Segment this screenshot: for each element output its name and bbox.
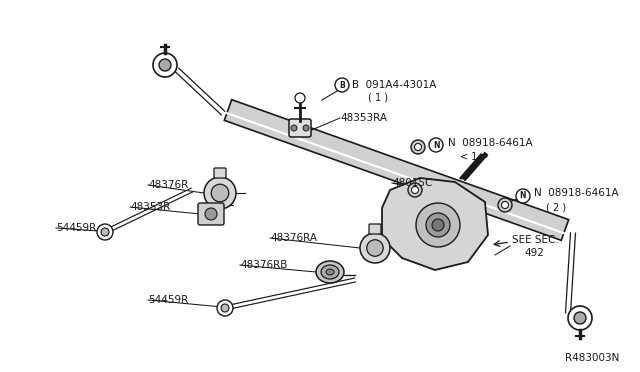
Circle shape [367, 240, 383, 256]
Circle shape [411, 140, 425, 154]
Circle shape [159, 59, 171, 71]
Ellipse shape [316, 261, 344, 283]
Circle shape [204, 177, 236, 209]
Circle shape [429, 138, 443, 152]
Text: 48353RA: 48353RA [340, 113, 387, 123]
Text: 54459R: 54459R [56, 223, 96, 233]
Circle shape [221, 304, 229, 312]
Text: ( 2 ): ( 2 ) [546, 202, 566, 212]
Text: R483003N: R483003N [565, 353, 620, 363]
Circle shape [211, 184, 229, 202]
Circle shape [153, 53, 177, 77]
Circle shape [295, 93, 305, 103]
Text: 48376RA: 48376RA [270, 233, 317, 243]
Text: SEE SEC.: SEE SEC. [512, 235, 559, 245]
Circle shape [408, 183, 422, 197]
Circle shape [502, 202, 509, 208]
Text: N  08918-6461A: N 08918-6461A [448, 138, 532, 148]
Circle shape [432, 219, 444, 231]
Circle shape [516, 189, 530, 203]
FancyBboxPatch shape [198, 203, 224, 225]
Circle shape [360, 233, 390, 263]
Text: B  091A4-4301A: B 091A4-4301A [352, 80, 436, 90]
Circle shape [412, 186, 419, 193]
Circle shape [415, 144, 422, 151]
Text: N  08918-6461A: N 08918-6461A [534, 188, 619, 198]
Polygon shape [224, 100, 569, 240]
Ellipse shape [326, 269, 334, 275]
Circle shape [101, 228, 109, 236]
Text: 48353R: 48353R [130, 202, 170, 212]
FancyBboxPatch shape [214, 168, 226, 178]
FancyBboxPatch shape [369, 224, 381, 234]
Circle shape [335, 78, 349, 92]
Circle shape [303, 125, 309, 131]
Circle shape [568, 306, 592, 330]
Circle shape [498, 198, 512, 212]
Text: 48376R: 48376R [148, 180, 188, 190]
Circle shape [217, 300, 233, 316]
Polygon shape [382, 178, 488, 270]
Text: 54459R: 54459R [148, 295, 188, 305]
Text: < 1 >: < 1 > [460, 152, 488, 162]
Text: N: N [433, 141, 439, 150]
Ellipse shape [321, 265, 339, 279]
Circle shape [205, 208, 217, 220]
FancyBboxPatch shape [289, 119, 311, 137]
Text: ( 1 ): ( 1 ) [368, 93, 388, 103]
Text: 48376RB: 48376RB [240, 260, 287, 270]
Text: 492: 492 [524, 248, 544, 258]
Circle shape [426, 213, 450, 237]
Circle shape [291, 125, 297, 131]
Text: N: N [520, 192, 526, 201]
Text: 48015C: 48015C [392, 178, 433, 188]
Circle shape [574, 312, 586, 324]
Circle shape [416, 203, 460, 247]
Circle shape [97, 224, 113, 240]
Text: B: B [339, 80, 345, 90]
